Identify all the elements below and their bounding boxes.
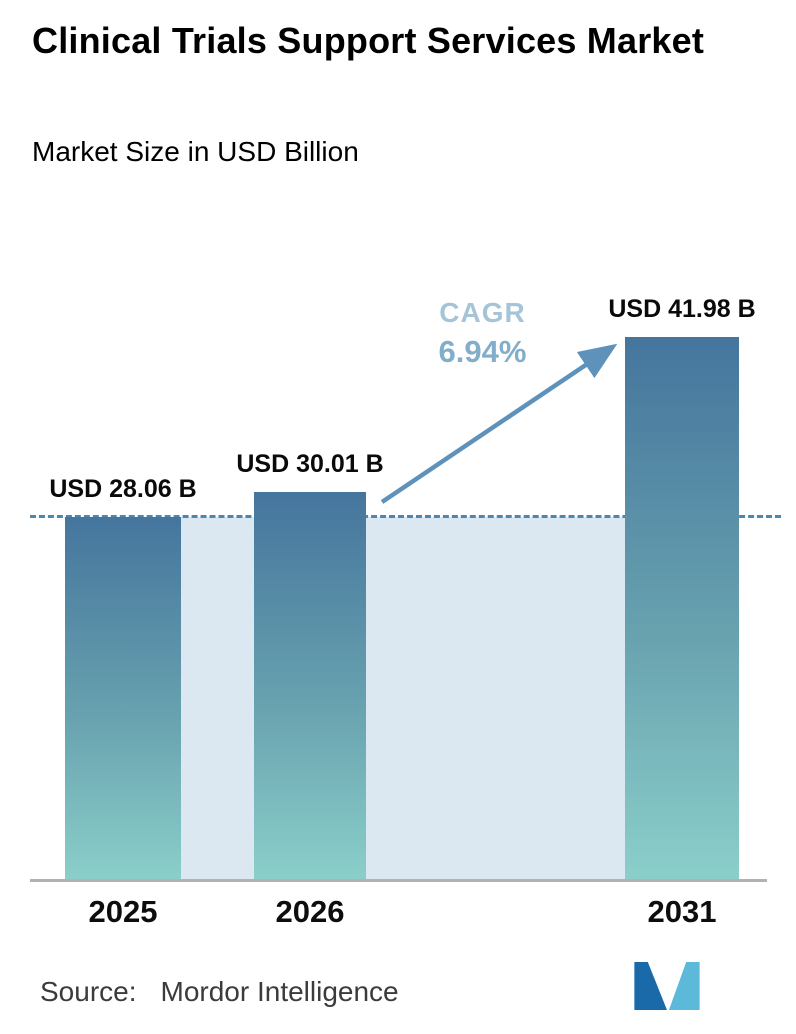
bar-2026	[254, 492, 366, 881]
x-tick-2026: 2026	[275, 894, 345, 929]
reference-dashed-line	[30, 515, 781, 518]
bar-2025	[65, 517, 181, 881]
x-tick-2031: 2031	[647, 894, 717, 929]
x-axis-line	[30, 879, 767, 882]
growth-arrow-icon	[380, 343, 618, 504]
cagr-value: 6.94%	[438, 334, 527, 369]
value-label-2026: USD 30.01 B	[236, 450, 384, 478]
chart-subtitle: Market Size in USD Billion	[32, 136, 359, 167]
mordor-intelligence-logo	[634, 962, 700, 1010]
source-attribution: Source: Mordor Intelligence	[40, 976, 399, 1008]
source-label: Source:	[40, 976, 137, 1007]
page-title: Clinical Trials Support Services Market	[32, 20, 705, 61]
source-value: Mordor Intelligence	[160, 976, 399, 1007]
x-tick-2025: 2025	[88, 894, 158, 929]
cagr-annotation: CAGR 6.94%	[405, 297, 560, 370]
bar-2031	[625, 337, 739, 881]
value-label-2031: USD 41.98 B	[608, 295, 756, 323]
cagr-label: CAGR	[439, 297, 526, 328]
value-label-2025: USD 28.06 B	[49, 475, 197, 503]
